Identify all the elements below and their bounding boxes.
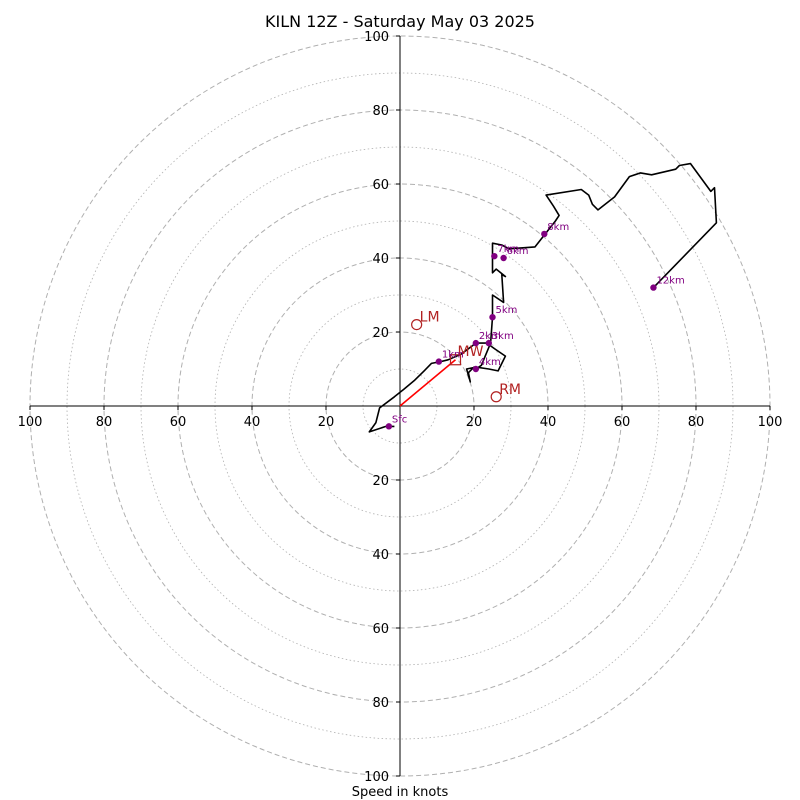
y-tick-label: 60 (372, 622, 389, 637)
x-tick-label: 100 (758, 415, 783, 430)
x-tick-label: 20 (466, 415, 483, 430)
storm-motion-marker (490, 391, 502, 403)
y-tick-label: 100 (364, 30, 389, 45)
x-tick-label: 20 (318, 415, 335, 430)
height-point-label: 7km (497, 244, 519, 255)
y-tick-label: 20 (372, 474, 389, 489)
x-tick-label: 100 (18, 415, 43, 430)
mean-wind-marker (449, 354, 462, 366)
mean-wind-label: MW (458, 344, 484, 360)
x-tick-label: 80 (96, 415, 113, 430)
height-point-label: 3km (492, 331, 514, 342)
storm-motion-label: RM (499, 382, 521, 398)
y-tick-label: 40 (372, 548, 389, 563)
height-point-label: 8km (547, 222, 569, 233)
height-point-label: 5km (496, 305, 518, 316)
height-point (385, 423, 393, 430)
x-tick-label: 80 (688, 415, 705, 430)
hodograph-trace (368, 162, 718, 433)
x-tick-label: 60 (170, 415, 187, 430)
mean-wind-vector (399, 359, 457, 407)
y-tick-label: 100 (364, 770, 389, 785)
height-point-label: 4km (479, 357, 501, 368)
height-point (489, 314, 496, 321)
y-tick-label: 80 (372, 104, 389, 119)
height-point (435, 358, 443, 365)
height-point (472, 365, 480, 373)
height-point (472, 339, 480, 347)
y-tick-label: 40 (372, 252, 389, 267)
y-tick-label: 60 (372, 178, 389, 193)
height-point (650, 284, 657, 291)
height-point (500, 254, 507, 262)
y-tick-label: 20 (372, 326, 389, 341)
height-point (541, 230, 548, 238)
height-point (485, 339, 492, 347)
chart-title: KILN 12Z - Saturday May 03 2025 (265, 12, 535, 31)
height-point-label: 12km (656, 276, 684, 287)
storm-motion-label: LM (420, 310, 440, 326)
storm-motion-layer: LM RM (411, 310, 521, 403)
storm-motion-marker (411, 319, 423, 331)
x-tick-label: 60 (614, 415, 631, 430)
height-point-label: 6km (507, 246, 529, 257)
y-tick-label: 80 (372, 696, 389, 711)
x-axis-label: Speed in knots (352, 785, 449, 800)
height-point-label: 2km (479, 331, 501, 342)
hodograph-trace-layer (368, 162, 718, 433)
mean-wind-layer: MW (399, 344, 484, 407)
height-point-label: 1km (442, 350, 464, 361)
x-tick-label: 40 (244, 415, 261, 430)
height-point-label: Sfc (392, 414, 407, 425)
axes: 100 80 60 40 20 20 40 60 80 100 100 80 60 40 20 20 40 60 8… (18, 30, 783, 785)
height-point (491, 252, 498, 260)
x-tick-label: 40 (540, 415, 557, 430)
